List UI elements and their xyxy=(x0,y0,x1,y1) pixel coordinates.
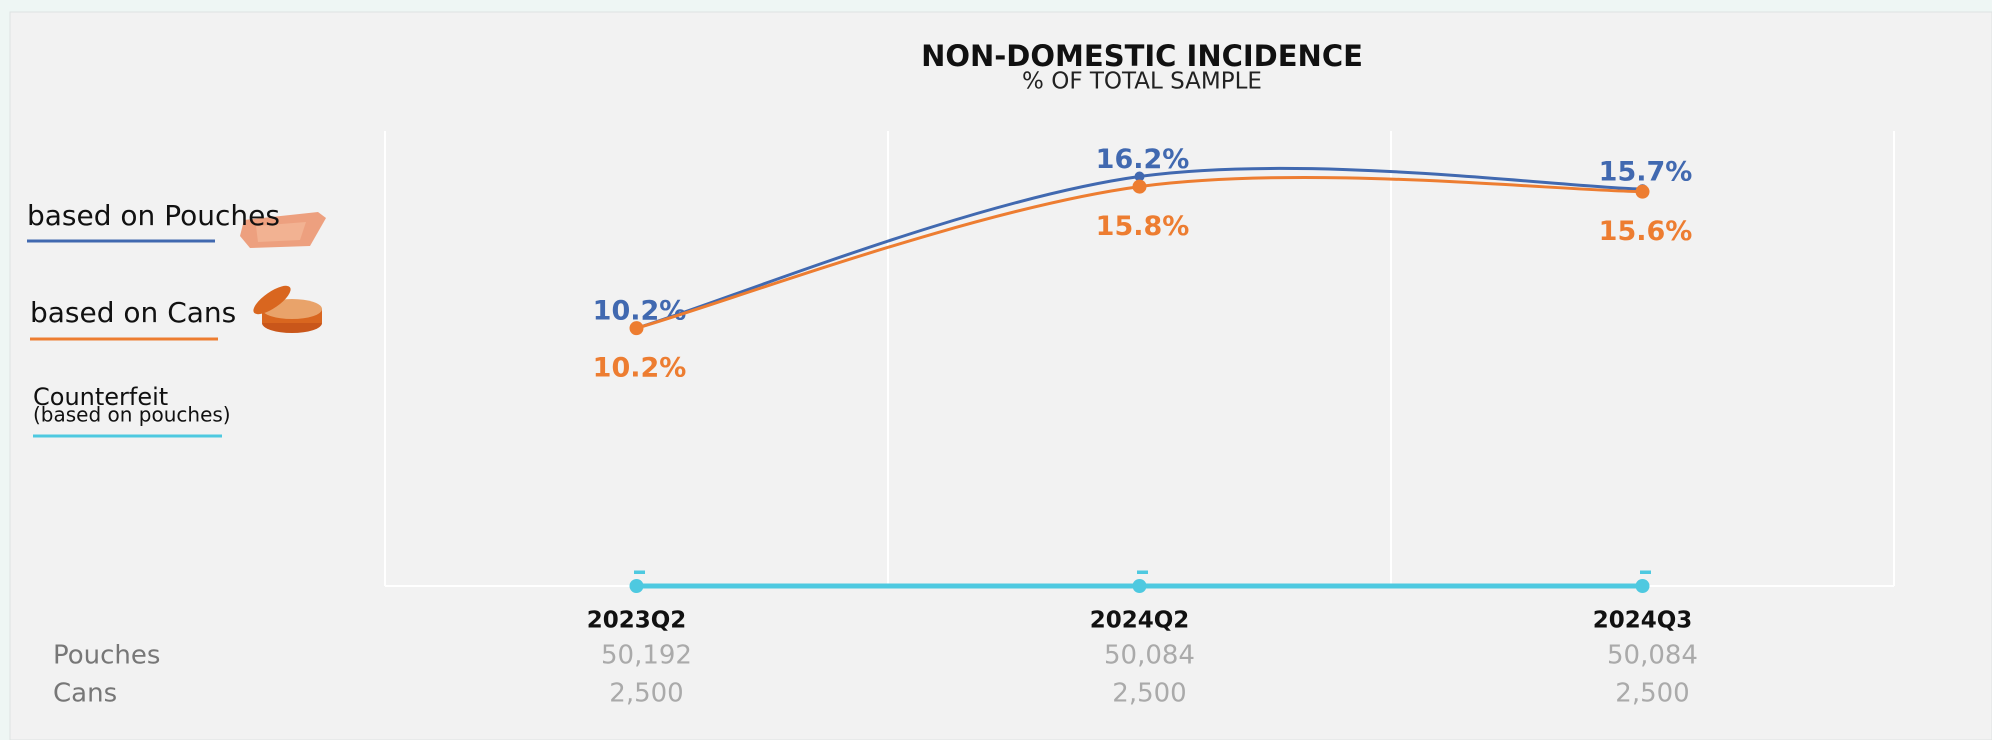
point xyxy=(1636,185,1650,199)
table-cell: 50,192 xyxy=(601,641,692,671)
x-tick-label: 2024Q3 xyxy=(1593,608,1693,634)
data-label: – xyxy=(1639,554,1653,587)
x-tick-label: 2023Q2 xyxy=(587,608,687,634)
table-cell: 2,500 xyxy=(1112,679,1186,709)
table-cell: 50,084 xyxy=(1607,641,1698,671)
point xyxy=(1133,180,1147,194)
data-label: 10.2% xyxy=(593,353,687,384)
chart-subtitle: % OF TOTAL SAMPLE xyxy=(1022,69,1262,95)
table-row-label: Cans xyxy=(53,679,117,709)
panel xyxy=(10,12,1992,740)
legend-label: based on Pouches xyxy=(27,199,280,232)
x-tick-label: 2024Q2 xyxy=(1090,608,1190,634)
data-label: 15.7% xyxy=(1599,157,1693,188)
table-cell: 50,084 xyxy=(1104,641,1195,671)
data-label: – xyxy=(1136,554,1150,587)
table-row-label: Pouches xyxy=(53,641,160,671)
legend-label: based on Cans xyxy=(30,296,236,329)
data-label: 15.6% xyxy=(1599,216,1693,247)
data-label: – xyxy=(633,554,647,587)
data-label: 15.8% xyxy=(1096,211,1190,242)
legend-note: (based on pouches) xyxy=(33,403,231,427)
data-label: 16.2% xyxy=(1096,144,1190,175)
table-cell: 2,500 xyxy=(609,679,683,709)
chart: NON-DOMESTIC INCIDENCE % OF TOTAL SAMPLE… xyxy=(0,0,1992,740)
page: NON-DOMESTIC INCIDENCE % OF TOTAL SAMPLE… xyxy=(0,0,1992,740)
table-cell: 2,500 xyxy=(1615,679,1689,709)
point xyxy=(630,321,644,335)
